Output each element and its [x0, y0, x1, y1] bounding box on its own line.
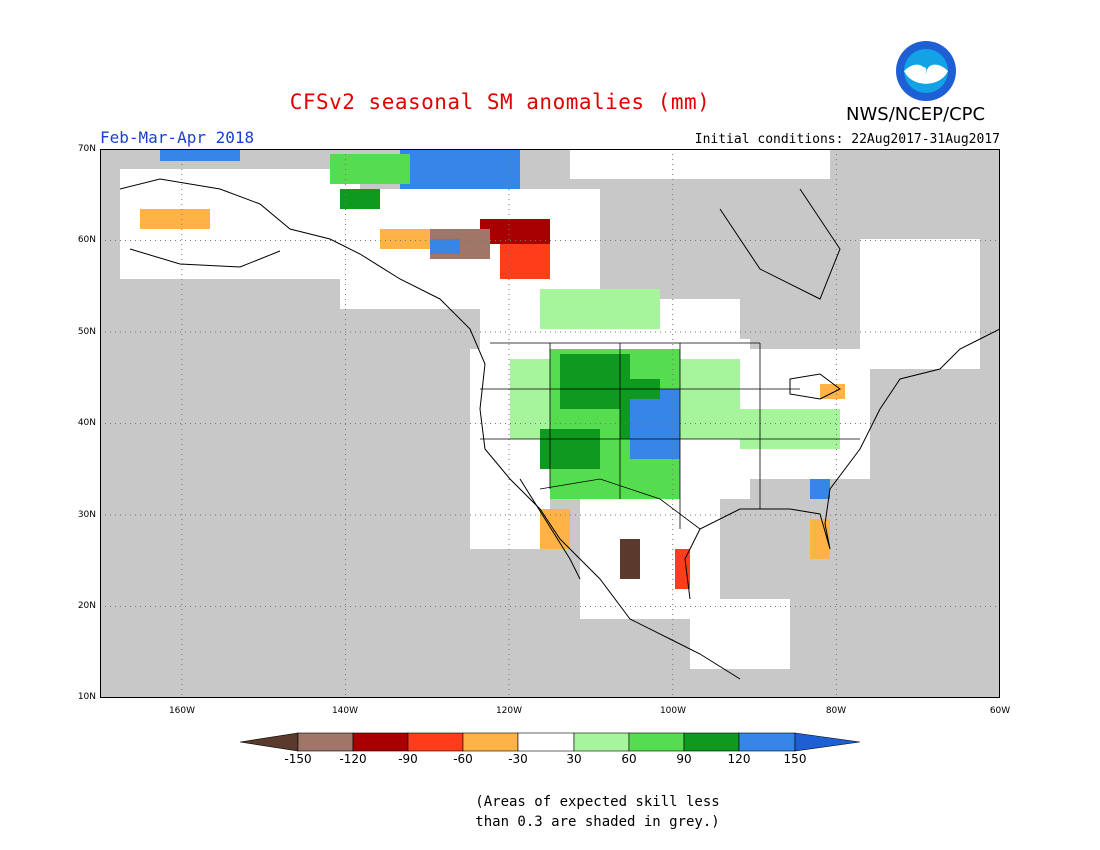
skill-note-line: (Areas of expected skill less	[475, 794, 720, 810]
y-tick-label: 70N	[77, 144, 96, 154]
blue-region-georgia	[810, 479, 830, 499]
graticule	[100, 149, 1000, 698]
legend-tick-label: -60	[453, 752, 473, 766]
legend-tick-label: 30	[566, 752, 582, 766]
orange-region-alaska	[140, 209, 210, 229]
darkred-region-canada	[480, 219, 550, 244]
red-region-canada	[500, 239, 550, 279]
legend-swatch	[683, 732, 740, 752]
skill-note-line: than 0.3 are shaded in grey.)	[475, 814, 720, 830]
organization-label: NWS/NCEP/CPC	[846, 104, 986, 125]
color-legend	[240, 732, 860, 752]
legend-swatch	[352, 732, 409, 752]
hudson-bay	[719, 188, 841, 300]
x-tick-label: 100W	[659, 706, 687, 716]
darkgreen-region-yukon	[340, 189, 380, 209]
darkgreen-region-rockies-s	[540, 429, 600, 469]
lightgreen-region-canada	[540, 289, 660, 329]
blue-region-arctic-1	[160, 149, 240, 161]
anomaly-map	[100, 149, 1000, 698]
green-region-arctic	[330, 154, 410, 184]
legend-swatch	[297, 732, 354, 752]
pacific-coast	[439, 298, 741, 680]
great-lakes	[789, 373, 841, 400]
anomaly-cells	[120, 149, 980, 669]
white-region-canada-east	[860, 239, 980, 369]
skill-note: (Areas of expected skill less than 0.3 a…	[0, 792, 1100, 832]
atlantic-coast	[879, 328, 1000, 410]
x-tick-label: 80W	[825, 706, 847, 716]
gulf-coast	[684, 408, 881, 600]
logo-text: NOAA	[913, 66, 939, 75]
legend-tick-label: 150	[783, 752, 807, 766]
y-tick-label: 10N	[77, 692, 96, 702]
legend-swatch	[794, 732, 860, 752]
orange-region-florida	[810, 519, 830, 559]
initial-conditions-label: Initial conditions: 22Aug2017-31Aug2017	[694, 132, 1000, 147]
x-tick-label: 60W	[989, 706, 1011, 716]
aleutian-coast	[129, 248, 281, 268]
lightgreen-region-plains	[680, 359, 740, 439]
orange-region-bc	[380, 229, 440, 249]
legend-swatch	[407, 732, 464, 752]
chart-title: CFSv2 seasonal SM anomalies (mm)	[289, 90, 711, 114]
x-tick-label: 140W	[331, 706, 359, 716]
legend-tick-label: 120	[727, 752, 751, 766]
legend-swatch	[240, 732, 299, 752]
blue-region-canada	[430, 239, 460, 254]
lightgreen-region-ohio	[740, 409, 840, 449]
coastlines	[119, 178, 1000, 680]
blue-region-arctic-2	[400, 149, 520, 189]
legend-tick-label: -90	[398, 752, 418, 766]
darkgreen-region-rockies-n	[560, 354, 630, 409]
alaska-coast	[119, 178, 441, 300]
y-tick-label: 50N	[77, 327, 96, 337]
season-label: Feb-Mar-Apr 2018	[100, 128, 255, 147]
legend-tick-label: 60	[621, 752, 637, 766]
legend-tick-label: -120	[339, 752, 367, 766]
legend-swatch	[738, 732, 796, 752]
noaa-logo-icon: NOAA	[896, 41, 956, 101]
y-tick-label: 60N	[77, 235, 96, 245]
y-tick-label: 40N	[77, 418, 96, 428]
legend-tick-label: -30	[508, 752, 528, 766]
legend-swatch	[573, 732, 630, 752]
legend-tick-label: 90	[676, 752, 692, 766]
legend-tick-label: -150	[284, 752, 312, 766]
y-tick-label: 20N	[77, 601, 96, 611]
brown-region-mexico	[620, 539, 640, 579]
white-region-arctic	[570, 149, 830, 179]
legend-swatch	[517, 732, 575, 752]
political-borders	[480, 342, 860, 530]
y-tick-label: 30N	[77, 510, 96, 520]
x-tick-label: 120W	[495, 706, 523, 716]
legend-swatch	[628, 732, 685, 752]
legend-swatch	[462, 732, 519, 752]
baja-coast	[519, 478, 581, 580]
white-region-central-america	[690, 599, 790, 669]
x-tick-label: 160W	[168, 706, 196, 716]
red-region-texas	[675, 549, 690, 589]
blue-region-nebraska	[660, 389, 680, 419]
